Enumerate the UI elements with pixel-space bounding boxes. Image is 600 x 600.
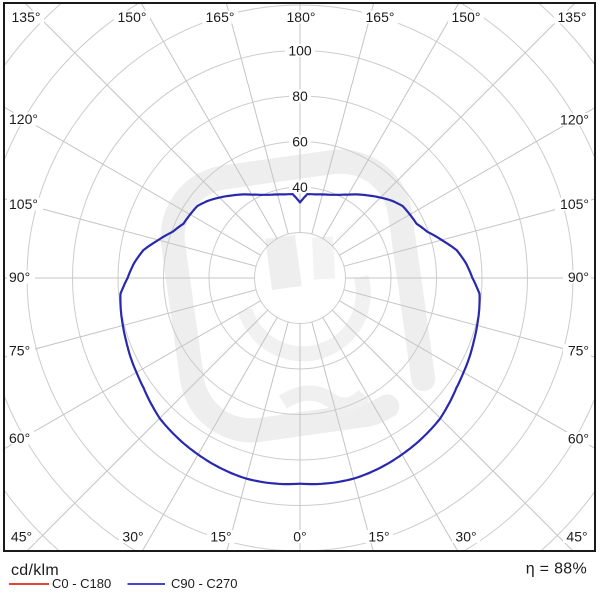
svg-text:60: 60 — [292, 134, 308, 150]
svg-text:75°: 75° — [9, 343, 30, 359]
svg-text:135°: 135° — [558, 9, 587, 25]
svg-text:180°: 180° — [287, 9, 316, 25]
svg-text:C0 - C180: C0 - C180 — [52, 576, 111, 591]
svg-text:60°: 60° — [9, 430, 30, 446]
svg-text:15°: 15° — [210, 529, 231, 545]
svg-text:150°: 150° — [452, 9, 481, 25]
svg-text:40: 40 — [292, 179, 308, 195]
svg-text:120°: 120° — [560, 112, 589, 128]
svg-text:150°: 150° — [118, 9, 147, 25]
svg-text:165°: 165° — [366, 9, 395, 25]
svg-text:90°: 90° — [568, 269, 589, 285]
svg-text:0°: 0° — [293, 529, 306, 545]
svg-text:C90 - C270: C90 - C270 — [171, 576, 237, 591]
svg-text:80: 80 — [292, 88, 308, 104]
svg-text:105°: 105° — [560, 196, 589, 212]
svg-text:15°: 15° — [368, 529, 389, 545]
svg-text:45°: 45° — [566, 529, 587, 545]
svg-text:60°: 60° — [568, 431, 589, 447]
svg-text:30°: 30° — [122, 529, 143, 545]
svg-text:90°: 90° — [9, 269, 30, 285]
svg-text:cd/klm: cd/klm — [11, 562, 59, 579]
svg-text:100: 100 — [288, 43, 312, 59]
svg-text:165°: 165° — [206, 9, 235, 25]
svg-text:η = 88%: η = 88% — [526, 561, 587, 578]
svg-text:120°: 120° — [9, 111, 38, 127]
svg-text:30°: 30° — [455, 529, 476, 545]
svg-text:45°: 45° — [11, 529, 32, 545]
svg-text:135°: 135° — [12, 9, 41, 25]
svg-text:75°: 75° — [568, 343, 589, 359]
svg-text:105°: 105° — [9, 196, 38, 212]
